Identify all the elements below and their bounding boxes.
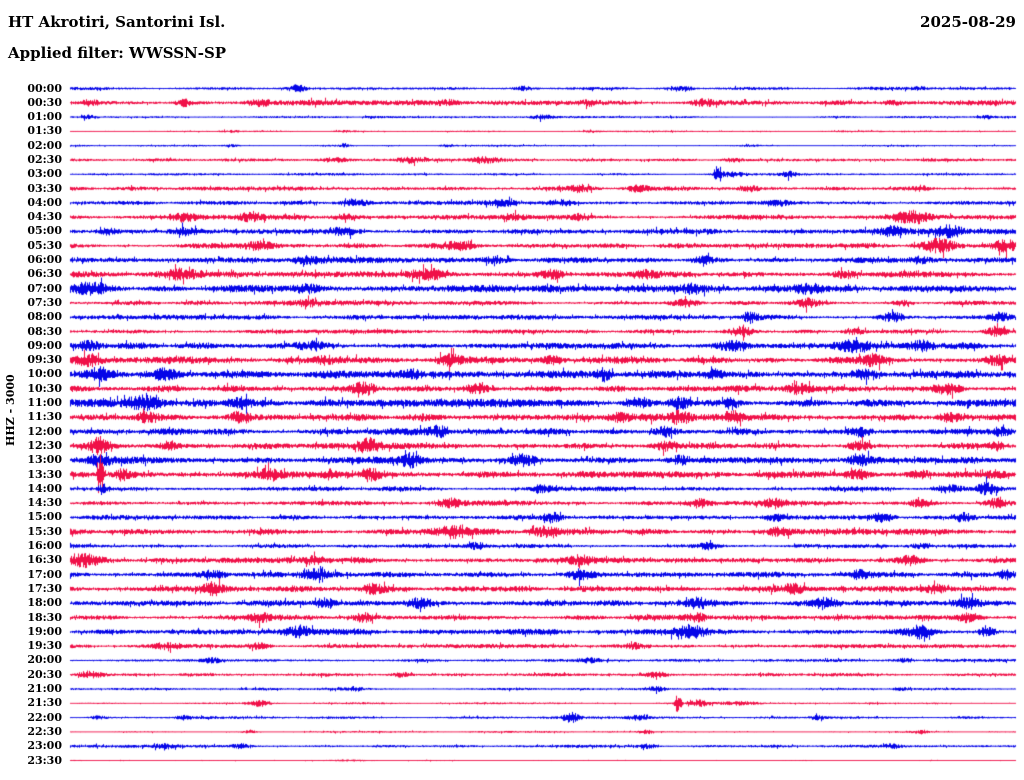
- time-label: 12:00: [27, 424, 62, 438]
- time-label: 10:00: [27, 367, 62, 381]
- time-label: 10:30: [27, 381, 62, 395]
- time-label: 11:30: [27, 410, 62, 424]
- time-label: 18:30: [27, 610, 62, 624]
- time-label: 06:30: [27, 267, 62, 281]
- time-label: 13:00: [27, 453, 62, 467]
- time-label: 03:00: [27, 167, 62, 181]
- time-label: 02:30: [27, 152, 62, 166]
- time-label: 00:30: [27, 95, 62, 109]
- time-label: 20:30: [27, 667, 62, 681]
- time-label: 20:00: [27, 653, 62, 667]
- time-label: 19:00: [27, 624, 62, 638]
- time-label: 15:30: [27, 524, 62, 538]
- time-label: 01:30: [27, 124, 62, 138]
- time-label: 05:30: [27, 238, 62, 252]
- time-label: 16:30: [27, 553, 62, 567]
- time-label: 17:00: [27, 567, 62, 581]
- time-label: 16:00: [27, 539, 62, 553]
- time-label: 09:00: [27, 338, 62, 352]
- time-label: 22:30: [27, 724, 62, 738]
- time-label: 18:00: [27, 596, 62, 610]
- time-label: 13:30: [27, 467, 62, 481]
- time-label: 04:30: [27, 210, 62, 224]
- time-label: 03:30: [27, 181, 62, 195]
- time-label: 12:30: [27, 438, 62, 452]
- time-label: 08:30: [27, 324, 62, 338]
- time-label: 23:00: [27, 739, 62, 753]
- time-label: 09:30: [27, 353, 62, 367]
- time-label: 06:00: [27, 253, 62, 267]
- time-label: 02:00: [27, 138, 62, 152]
- time-label: 05:00: [27, 224, 62, 238]
- time-label: 22:00: [27, 710, 62, 724]
- time-label: 21:00: [27, 682, 62, 696]
- time-label: 17:30: [27, 581, 62, 595]
- time-label: 23:30: [27, 753, 62, 767]
- time-label: 14:30: [27, 496, 62, 510]
- time-label: 00:00: [27, 81, 62, 95]
- time-label: 08:00: [27, 310, 62, 324]
- time-label: 21:30: [27, 696, 62, 710]
- time-label: 19:30: [27, 639, 62, 653]
- time-label: 01:00: [27, 110, 62, 124]
- time-label: 07:00: [27, 281, 62, 295]
- time-label: 11:00: [27, 396, 62, 410]
- time-label: 15:00: [27, 510, 62, 524]
- time-label: 14:00: [27, 481, 62, 495]
- time-label: 04:00: [27, 195, 62, 209]
- time-label: 07:30: [27, 295, 62, 309]
